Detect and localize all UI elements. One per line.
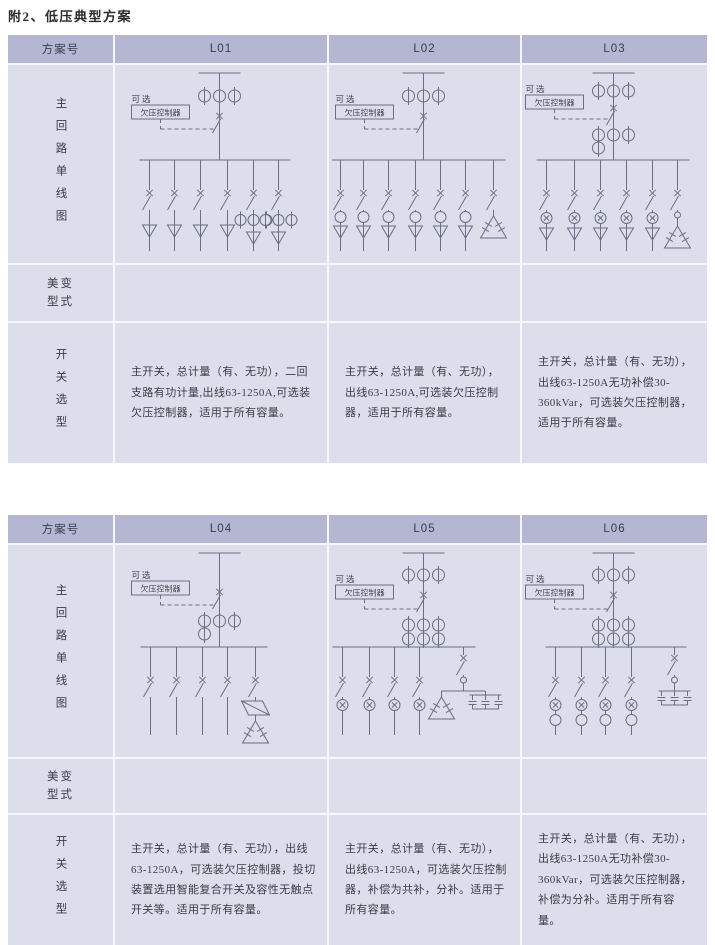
note-l05: 主开关，总计量（有、无功），出线63-1250A，可选装欠压控制器，补偿为共补，… [329, 815, 520, 945]
transformer-type-cell-l02 [329, 265, 520, 321]
header-cell-l04: L04 [115, 515, 327, 543]
svg-text:欠压控制器: 欠压控制器 [345, 588, 385, 598]
transformer-type-cell-l01 [115, 265, 327, 321]
diagram-l05: 欠压控制器 可选 [329, 545, 520, 757]
row-label-transformer-type-2-text: 美变型式 [47, 770, 74, 801]
header-cell-l05: L05 [329, 515, 520, 543]
svg-text:可选: 可选 [132, 94, 153, 104]
header-cell-scheme-no: 方案号 [8, 35, 113, 63]
page-title: 附2、低压典型方案 [8, 9, 133, 24]
row-label-main-circuit: 主回路单线图 [8, 65, 113, 263]
note-l06: 主开关，总计量（有、无功），出线63-1250A无功补偿30-360kVar，可… [522, 815, 707, 945]
diagram-l06: 欠压控制器 可选 [522, 545, 707, 757]
note-l05-text: 主开关，总计量（有、无功），出线63-1250A，可选装欠压控制器，补偿为共补，… [345, 843, 507, 917]
row-label-transformer-type: 美变型式 [8, 265, 113, 321]
note-l03-text: 主开关，总计量（有、无功），出线63-1250A无功补偿30-360kVar，可… [538, 356, 693, 430]
note-l04: 主开关，总计量（有、无功），出线63-1250A，可选装欠压控制器，投切装置选用… [115, 815, 327, 945]
row-label-transformer-type-text: 美变型式 [47, 277, 74, 308]
svg-text:欠压控制器: 欠压控制器 [141, 584, 181, 594]
svg-text:可选: 可选 [132, 570, 153, 580]
svg-text:可选: 可选 [526, 574, 547, 584]
row-label-switch-selection-2-text: 开关选型 [54, 835, 67, 925]
note-l03: 主开关，总计量（有、无功），出线63-1250A无功补偿30-360kVar，可… [522, 323, 707, 463]
note-l02: 主开关，总计量（有、无功），出线63-1250A,可选装欠压控制器，适用于所有容… [329, 323, 520, 463]
note-l04-text: 主开关，总计量（有、无功），出线63-1250A，可选装欠压控制器，投切装置选用… [131, 843, 316, 917]
header-cell-l02: L02 [329, 35, 520, 63]
scheme-table-2: 方案号 L04 L05 L06 主回路单线图 欠压控制器 可选 欠压控制器 可选 欠… [8, 515, 707, 945]
svg-text:欠压控制器: 欠压控制器 [535, 588, 575, 598]
transformer-type-cell-l05 [329, 759, 520, 813]
row-label-switch-selection: 开关选型 [8, 323, 113, 463]
diagram-l02: 欠压控制器 可选 [329, 65, 520, 263]
header-cell-l01: L01 [115, 35, 327, 63]
transformer-type-cell-l03 [522, 265, 707, 321]
transformer-type-cell-l04 [115, 759, 327, 813]
svg-text:可选: 可选 [336, 94, 357, 104]
note-l01-text: 主开关，总计量（有、无功），二回支路有功计量,出线63-1250A,可选装欠压控… [131, 366, 311, 420]
note-l02-text: 主开关，总计量（有、无功），出线63-1250A,可选装欠压控制器，适用于所有容… [345, 366, 500, 420]
row-label-main-circuit-2: 主回路单线图 [8, 545, 113, 757]
row-label-main-circuit-2-text: 主回路单线图 [54, 583, 67, 719]
svg-text:欠压控制器: 欠压控制器 [141, 108, 181, 118]
row-label-main-circuit-text: 主回路单线图 [54, 96, 67, 232]
header-cell-l03: L03 [522, 35, 707, 63]
transformer-type-cell-l06 [522, 759, 707, 813]
diagram-l04: 欠压控制器 可选 [115, 545, 327, 757]
row-label-switch-selection-2: 开关选型 [8, 815, 113, 945]
header-cell-l06: L06 [522, 515, 707, 543]
svg-text:可选: 可选 [336, 574, 357, 584]
note-l06-text: 主开关，总计量（有、无功），出线63-1250A无功补偿30-360kVar，可… [538, 833, 693, 927]
svg-text:欠压控制器: 欠压控制器 [535, 98, 575, 108]
diagram-l03: 欠压控制器 可选 [522, 65, 707, 263]
row-label-switch-selection-text: 开关选型 [54, 348, 67, 438]
svg-text:可选: 可选 [526, 84, 547, 94]
diagram-l01: 欠压控制器 可选 [115, 65, 327, 263]
scheme-table-1: 方案号 L01 L02 L03 主回路单线图 欠压控制器 可选 欠压控制器 可选 欠… [8, 35, 707, 463]
note-l01: 主开关，总计量（有、无功），二回支路有功计量,出线63-1250A,可选装欠压控… [115, 323, 327, 463]
svg-text:欠压控制器: 欠压控制器 [345, 108, 385, 118]
header-cell-scheme-no-2: 方案号 [8, 515, 113, 543]
row-label-transformer-type-2: 美变型式 [8, 759, 113, 813]
